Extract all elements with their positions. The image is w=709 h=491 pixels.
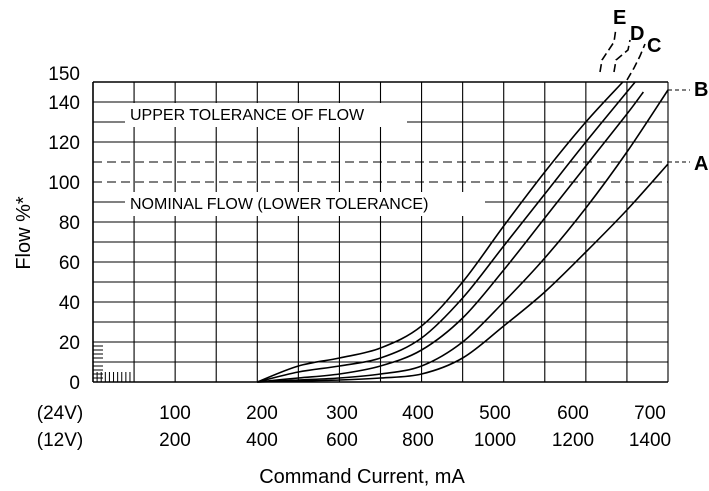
x-tick-label-12v: 800 [402, 430, 434, 451]
x-tick-label-12v: 1400 [629, 430, 671, 451]
x-tick-label-24v: 400 [402, 403, 434, 424]
minor-ticks [93, 345, 131, 382]
y-tick-label: 60 [59, 253, 80, 274]
nominal-flow-label-bg [125, 192, 485, 216]
x-tick-label-24v: 300 [326, 403, 358, 424]
curve-extension-d [613, 39, 631, 73]
series-label-a: A [694, 153, 708, 175]
curve-c [257, 91, 644, 383]
y-tick-label: 100 [48, 173, 80, 194]
reference-lines [93, 89, 690, 183]
series-label-c: C [647, 35, 661, 57]
y-tick-label: 40 [59, 293, 80, 314]
curves [256, 81, 669, 383]
upper-tolerance-label: UPPER TOLERANCE OF FLOW [130, 107, 365, 124]
y-tick-labels: 0 20 40 60 80 100 120 140 150 [48, 64, 80, 394]
x-tick-label-24v: (24V) [37, 403, 83, 424]
y-tick-label: 80 [59, 213, 80, 234]
curve-extensions [599, 27, 646, 81]
curve-a [257, 163, 669, 383]
x-axis-title: Command Current, mA [259, 466, 465, 488]
series-label-d: D [630, 23, 644, 45]
upper-tolerance-label-bg [125, 103, 407, 127]
series-label-e: E [613, 7, 626, 29]
curve-extension-c [626, 43, 646, 81]
x-tick-label-24v: 500 [479, 403, 511, 424]
reference-line-labels: UPPER TOLERANCE OF FLOW NOMINAL FLOW (LO… [125, 103, 485, 216]
curve-extension-e [599, 27, 617, 73]
curve-d [257, 81, 636, 383]
x-tick-label-12v: 600 [326, 430, 358, 451]
y-tick-label: 20 [59, 333, 80, 354]
x-tick-label-24v: 200 [246, 403, 278, 424]
y-axis-title: Flow %* [13, 196, 35, 270]
curve-b [257, 89, 669, 383]
nominal-flow-label: NOMINAL FLOW (LOWER TOLERANCE) [130, 196, 428, 213]
y-tick-label: 0 [69, 373, 80, 394]
x-tick-label-12v: 1000 [474, 430, 516, 451]
y-tick-label: 140 [48, 93, 80, 114]
x-tick-label-12v: (12V) [37, 430, 83, 451]
x-tick-label-24v: 700 [634, 403, 666, 424]
y-tick-label: 120 [48, 133, 80, 154]
series-label-b: B [694, 79, 708, 101]
x-tick-label-12v: 1200 [552, 430, 594, 451]
x-tick-label-24v: 600 [557, 403, 589, 424]
x-tick-label-24v: 100 [159, 403, 191, 424]
x-tick-labels: (24V) 100 200 300 400 500 600 700 (12V) 200 400 600… [37, 403, 671, 451]
curve-labels: E D C B A [613, 7, 708, 175]
x-tick-label-12v: 200 [159, 430, 191, 451]
y-tick-label: 150 [48, 64, 80, 85]
curve-e [256, 81, 624, 383]
x-tick-label-12v: 400 [246, 430, 278, 451]
